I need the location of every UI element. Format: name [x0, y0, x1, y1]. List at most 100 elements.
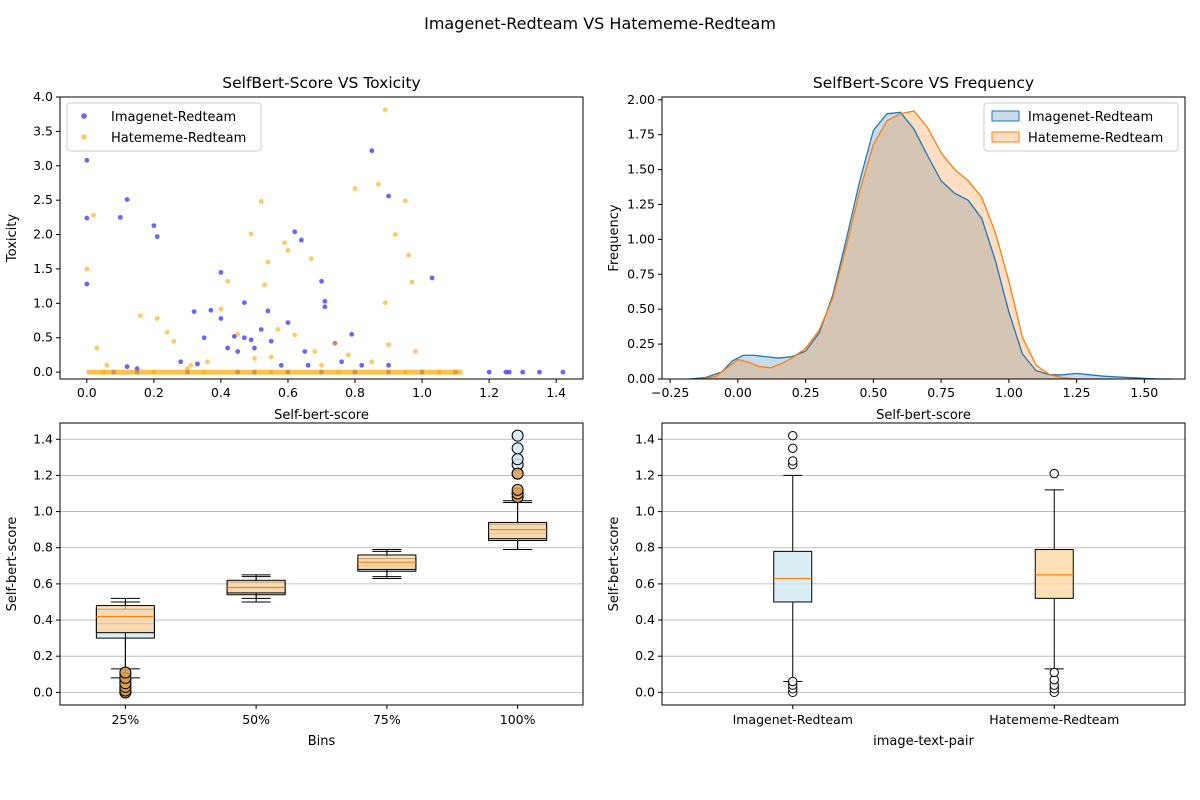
bins-xlabel: Bins — [308, 734, 336, 749]
scatter-point — [241, 300, 247, 306]
scatter-point — [235, 349, 241, 354]
pair-box-imagenet-outlier — [788, 443, 798, 454]
scatter-point — [218, 306, 224, 312]
scatter-legend: Imagenet-Redteam Hatememe-Redteam — [66, 102, 262, 152]
scatter-point — [151, 223, 157, 229]
scatter-point — [402, 198, 408, 204]
scatter-point — [178, 359, 184, 365]
scatter-point — [429, 275, 435, 281]
scatter-point — [258, 199, 264, 204]
pair-box-imagenet-box — [773, 550, 813, 603]
kde-line-hatememe — [702, 110, 1112, 380]
scatter-point — [345, 352, 351, 358]
scatter-point — [84, 157, 90, 163]
scatter-ytick-label: 2.0 — [33, 227, 53, 242]
scatter-point — [319, 278, 324, 284]
scatter-frame — [59, 96, 584, 380]
scatter-point — [503, 369, 509, 375]
scatter-point — [252, 355, 257, 361]
scatter-point — [282, 240, 288, 246]
pair-ytick-label: 0.8 — [635, 540, 655, 555]
kde-ytick-label: 1.00 — [627, 231, 655, 246]
scatter-point — [195, 361, 200, 367]
scatter-point — [252, 345, 257, 351]
scatter-series-imagenet — [84, 148, 566, 375]
scatter-legend-label: Hatememe-Redteam — [111, 131, 246, 146]
bins-ylabel: Self-bert-score — [5, 517, 20, 612]
scatter-point — [292, 332, 298, 338]
scatter-point — [520, 369, 526, 375]
scatter-point — [349, 331, 355, 337]
scatter-ytick-label: 3.5 — [33, 123, 53, 138]
pair-box-imagenet-outlier — [788, 676, 798, 687]
scatter-point — [171, 338, 177, 344]
scatter-point — [322, 298, 328, 304]
kde-ytick-label: 2.00 — [627, 92, 655, 107]
kde-title: SelfBert-Score VS Frequency — [813, 74, 1034, 92]
scatter-point — [262, 282, 267, 288]
kde-ytick-label: 1.75 — [627, 127, 655, 142]
scatter-point — [268, 354, 274, 360]
scatter-point — [322, 304, 328, 310]
scatter-point — [218, 316, 224, 321]
pair-box-imagenet — [773, 430, 813, 698]
scatter-point — [104, 362, 110, 368]
kde-frame — [661, 96, 1186, 380]
kde-ytick-label: 0.25 — [627, 336, 655, 351]
scatter-point — [285, 320, 291, 325]
bins-box-hatememe-box — [95, 605, 155, 634]
scatter-point — [305, 362, 311, 368]
bins-xtick-label: 50% — [242, 712, 270, 727]
pair-ytick-label: 0.4 — [635, 612, 655, 627]
scatter-point — [265, 308, 271, 314]
scatter-xtick-label: 1.0 — [412, 385, 432, 400]
kde-area-imagenet — [689, 112, 1172, 379]
kde-ytick-label: 1.50 — [627, 162, 655, 177]
scatter-ytick-label: 0.0 — [33, 364, 53, 379]
scatter-point — [117, 214, 123, 220]
scatter-point — [94, 345, 100, 351]
kde-xtick-label: 1.50 — [1130, 385, 1158, 400]
scatter-ylabel: Toxicity — [5, 214, 20, 263]
bins-ytick-label: 0.2 — [33, 648, 53, 663]
scatter-point — [91, 212, 96, 218]
scatter-point — [265, 259, 271, 265]
bins-box-hatememe — [95, 601, 155, 699]
scatter-point — [382, 300, 388, 306]
scatter-point — [201, 335, 207, 341]
pair-ytick-label: 0.2 — [635, 648, 655, 663]
scatter-point — [319, 362, 324, 368]
scatter-point — [218, 269, 224, 275]
kde-ytick-label: 0.00 — [627, 371, 655, 386]
pair-ylabel: Self-bert-score — [607, 517, 622, 612]
pair-ytick-label: 1.4 — [635, 431, 655, 446]
pair-ytick-label: 0.0 — [635, 684, 655, 699]
scatter-point — [84, 281, 90, 287]
scatter-legend-box — [66, 102, 262, 152]
scatter-point — [359, 362, 365, 368]
bins-box-hatememe-outlier — [511, 467, 524, 480]
scatter-xtick-label: 0.2 — [144, 385, 164, 400]
bins-ytick-label: 0.8 — [33, 540, 53, 555]
pair-box-imagenet-outlier — [788, 456, 798, 466]
kde-xtick-label: 1.00 — [995, 385, 1023, 400]
scatter-point — [225, 345, 231, 351]
kde-line-imagenet — [689, 111, 1172, 380]
scatter-legend-marker — [81, 113, 87, 119]
bins-ytick-label: 1.2 — [33, 467, 53, 482]
scatter-point — [386, 342, 391, 348]
scatter-point — [406, 252, 412, 258]
scatter-point — [369, 148, 375, 154]
scatter-point — [506, 369, 512, 375]
scatter-ytick-label: 4.0 — [33, 89, 53, 104]
bins-xtick-label: 100% — [500, 712, 536, 727]
scatter-point — [241, 335, 247, 341]
scatter-point — [409, 279, 415, 285]
kde-legend-box — [983, 102, 1179, 152]
bins-xtick-label: 25% — [111, 712, 139, 727]
scatter-point — [258, 327, 264, 332]
scatter-ytick-label: 3.0 — [33, 158, 53, 173]
pair-ytick-label: 1.0 — [635, 504, 655, 519]
bins-box-hatememe — [357, 549, 417, 578]
